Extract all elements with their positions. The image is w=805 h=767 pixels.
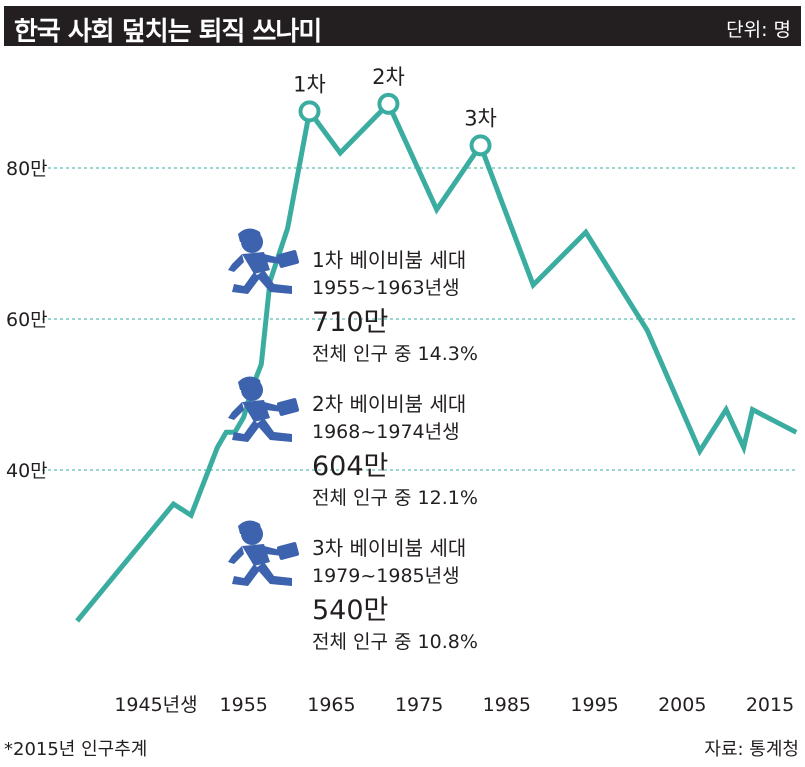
- running-worker-icon: [224, 514, 304, 594]
- x-tick-label: 2015: [746, 694, 794, 716]
- x-tick-label: 1995: [570, 694, 618, 716]
- x-tick-label: 2005: [658, 694, 706, 716]
- peak-marker: [469, 134, 492, 157]
- generation-count: 540만: [312, 595, 389, 626]
- generation-name: 2차 베이비붐 세대: [312, 392, 467, 416]
- generation-name: 3차 베이비붐 세대: [312, 536, 467, 560]
- generation-years: 1968~1974년생: [312, 421, 460, 443]
- peak-label: 1차: [293, 72, 326, 96]
- source-label: 자료: 통계청: [704, 739, 799, 760]
- generation-share: 전체 인구 중 12.1%: [312, 487, 478, 509]
- x-tick-label: 1985: [483, 694, 531, 716]
- generation-block-1: 1차 베이비붐 세대 1955~1963년생 710만 전체 인구 중 14.3…: [312, 246, 478, 368]
- x-tick-label: 1965: [307, 694, 355, 716]
- title-bar: 한국 사회 덮치는 퇴직 쓰나미 단위: 명: [4, 6, 801, 47]
- generation-block-3: 3차 베이비붐 세대 1979~1985년생 540만 전체 인구 중 10.8…: [312, 534, 478, 656]
- y-tick-label: 40만: [6, 460, 48, 482]
- x-tick-label: 1975: [395, 694, 443, 716]
- peak-marker: [377, 92, 400, 115]
- running-worker-icon: [224, 370, 304, 450]
- generation-count: 604만: [312, 451, 389, 482]
- generation-block-2: 2차 베이비붐 세대 1968~1974년생 604만 전체 인구 중 12.1…: [312, 390, 478, 512]
- peak-label: 3차: [464, 106, 497, 130]
- unit-label: 단위: 명: [726, 19, 791, 41]
- generation-count: 710만: [312, 307, 389, 338]
- generation-name: 1차 베이비붐 세대: [312, 248, 467, 272]
- generation-years: 1955~1963년생: [312, 277, 460, 299]
- y-tick-label: 60만: [6, 309, 48, 331]
- peak-label: 2차: [372, 65, 405, 89]
- x-tick-label: 1945년생: [114, 694, 197, 716]
- generation-share: 전체 인구 중 14.3%: [312, 343, 478, 365]
- running-worker-icon: [224, 222, 304, 302]
- generation-share: 전체 인구 중 10.8%: [312, 631, 478, 653]
- y-tick-label: 80만: [6, 158, 48, 180]
- footnote: *2015년 인구추계: [4, 739, 148, 760]
- chart-title: 한국 사회 덮치는 퇴직 쓰나미: [14, 17, 322, 47]
- generation-years: 1979~1985년생: [312, 565, 460, 587]
- x-tick-label: 1955: [220, 694, 268, 716]
- peak-marker: [298, 100, 321, 123]
- series-line: [75, 99, 798, 623]
